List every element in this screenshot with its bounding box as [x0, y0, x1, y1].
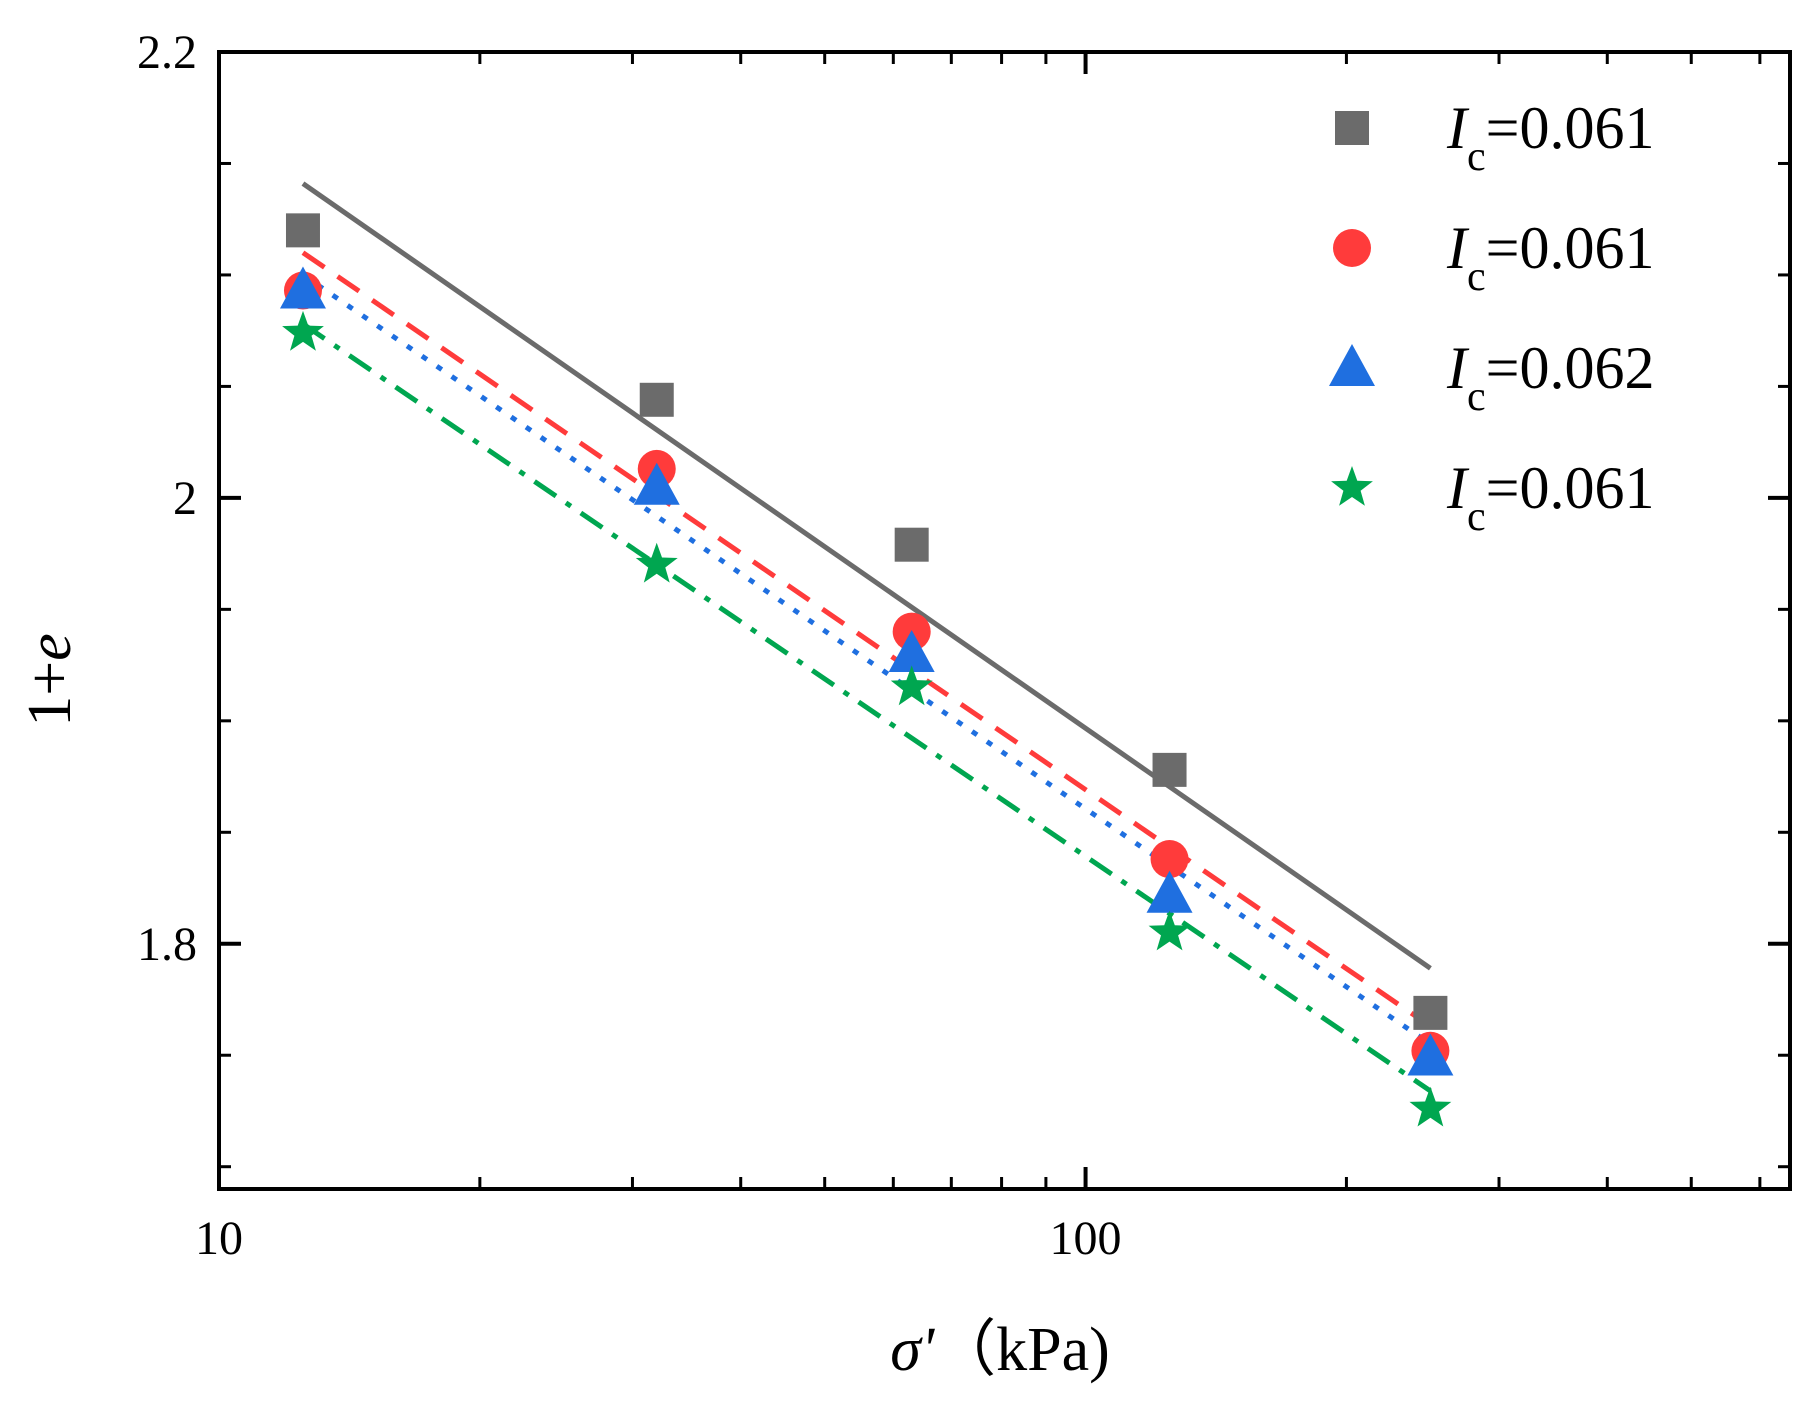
legend-symbol-1: I [1446, 95, 1470, 161]
legend-marker-2 [1333, 229, 1371, 267]
data-point-series-4-3 [890, 665, 933, 706]
legend-value-1: =0.061 [1486, 95, 1655, 161]
data-point-series-3-1 [279, 266, 326, 309]
y-axis-title-prefix: 1+ [16, 661, 84, 727]
fit-line-series-2 [301, 250, 1432, 1029]
legend-symbol-4: I [1446, 455, 1470, 521]
data-point-series-3-4 [1146, 870, 1193, 913]
legend-value-3: =0.062 [1486, 335, 1655, 401]
y-tick-label-1: 2 [173, 472, 197, 525]
legend-marker-3 [1329, 344, 1375, 386]
x-axis-title-symbol: σ' [890, 1316, 936, 1384]
y-axis-title-var: e [16, 633, 84, 661]
y-tick-label-2: 2.2 [137, 26, 197, 79]
x-tick-label-0: 10 [195, 1212, 243, 1265]
data-point-series-1-4 [1152, 752, 1187, 787]
data-point-series-1-1 [285, 213, 320, 248]
legend-label-2: Ic=0.061 [1446, 215, 1654, 300]
data-point-series-4-1 [282, 310, 324, 351]
legend-value-2: =0.061 [1486, 215, 1655, 281]
axis-ticks [217, 50, 1790, 1189]
data-point-series-1-2 [639, 382, 674, 417]
y-axis-title: 1+e [16, 633, 84, 727]
legend-marker-4 [1331, 466, 1373, 506]
fit-line-series-1 [301, 181, 1432, 971]
data-markers [279, 213, 1454, 1127]
data-point-series-1-5 [1413, 995, 1448, 1030]
legend-symbol-2: I [1446, 215, 1470, 281]
fit-line-series-3 [301, 272, 1432, 1047]
x-axis-title: σ'（kPa) [890, 1316, 1110, 1384]
data-point-series-3-2 [633, 462, 680, 505]
fit-line-series-4 [301, 321, 1432, 1093]
data-point-series-4-4 [1148, 910, 1191, 951]
data-point-series-3-5 [1407, 1033, 1454, 1076]
data-point-series-3-3 [888, 629, 935, 672]
data-point-series-2-4 [1150, 840, 1189, 879]
plot-frame [217, 50, 1792, 1191]
legend-subscript-1: c [1467, 134, 1486, 180]
legend-label-4: Ic=0.061 [1446, 455, 1654, 540]
data-point-series-4-2 [635, 542, 678, 583]
tick-labels: 10 100 1.8 2 2.2 [137, 26, 1122, 1265]
legend-label-3: Ic=0.062 [1446, 335, 1654, 420]
data-point-series-4-5 [1409, 1086, 1452, 1127]
fit-lines [301, 181, 1432, 1093]
legend-marker-1 [1335, 111, 1369, 145]
legend-subscript-4: c [1467, 494, 1486, 540]
x-axis-title-unit: （kPa) [934, 1316, 1110, 1384]
legend-subscript-2: c [1467, 254, 1486, 300]
legend-symbol-3: I [1446, 335, 1470, 401]
legend-label-1: Ic=0.061 [1446, 95, 1654, 180]
legend-subscript-3: c [1467, 374, 1486, 420]
data-point-series-1-3 [894, 527, 929, 562]
y-tick-label-0: 1.8 [137, 918, 197, 971]
x-tick-label-1: 100 [1050, 1212, 1122, 1265]
legend-value-4: =0.061 [1486, 455, 1655, 521]
